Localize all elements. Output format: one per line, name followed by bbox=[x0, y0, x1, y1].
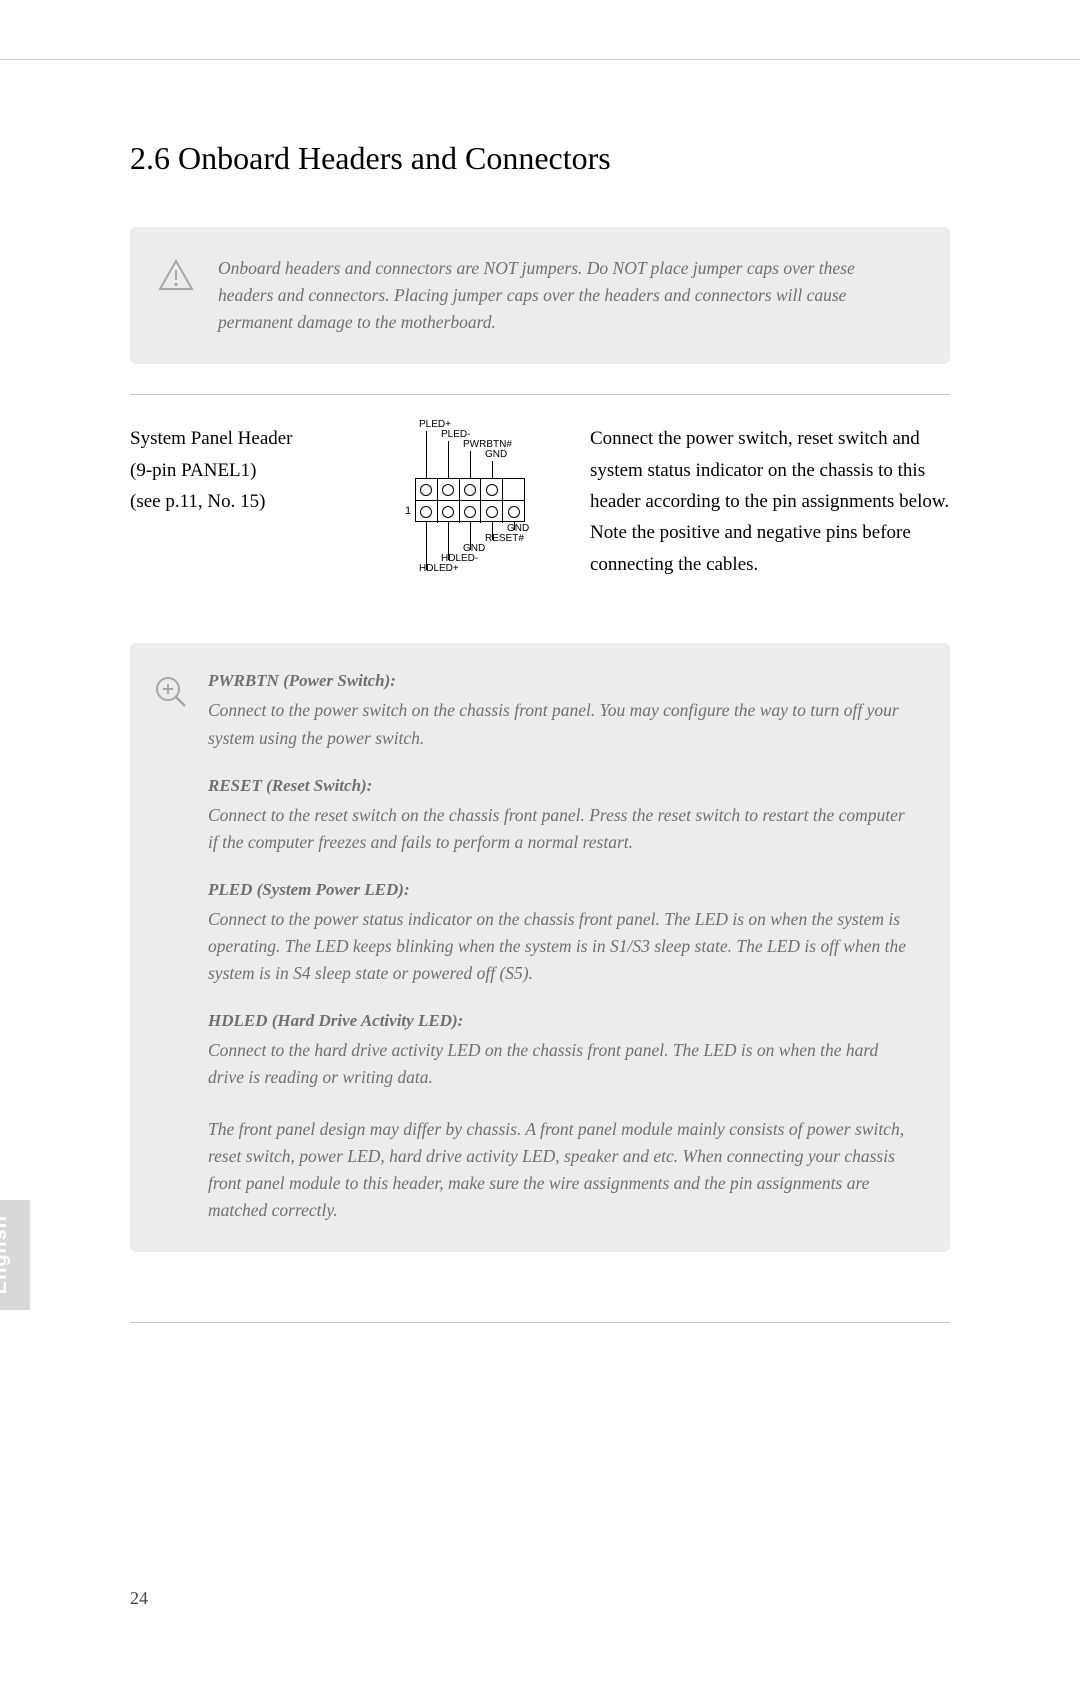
top-rule bbox=[0, 0, 1080, 60]
page-number: 24 bbox=[130, 1588, 148, 1609]
header-title: System Panel Header bbox=[130, 423, 350, 454]
header-ref: (see p.11, No. 15) bbox=[130, 486, 350, 517]
bottom-divider bbox=[130, 1322, 950, 1323]
page-content: 2.6 Onboard Headers and Connectors Onboa… bbox=[0, 140, 1080, 1699]
def-desc: Connect to the hard drive activity LED o… bbox=[208, 1037, 914, 1091]
def-term: RESET (Reset Switch): bbox=[208, 776, 914, 796]
section-heading: 2.6 Onboard Headers and Connectors bbox=[130, 140, 950, 177]
pin-diagram: PLED+ PLED- PWRBTN# GND GND RESET# GND H… bbox=[370, 423, 570, 603]
warning-icon bbox=[158, 259, 194, 296]
pin1-label: 1 bbox=[405, 505, 411, 517]
def-term: PLED (System Power LED): bbox=[208, 880, 914, 900]
header-block: System Panel Header (9-pin PANEL1) (see … bbox=[130, 423, 950, 603]
def-desc: Connect to the power status indicator on… bbox=[208, 906, 914, 987]
language-label: English bbox=[0, 1215, 12, 1294]
pin-label-hdled-plus: HDLED+ bbox=[419, 563, 459, 574]
divider bbox=[130, 394, 950, 395]
header-left: System Panel Header (9-pin PANEL1) (see … bbox=[130, 423, 350, 603]
language-tab: English bbox=[0, 1200, 30, 1310]
magnify-plus-icon bbox=[154, 675, 188, 714]
header-subtitle: (9-pin PANEL1) bbox=[130, 455, 350, 486]
def-desc: Connect to the power switch on the chass… bbox=[208, 697, 914, 751]
def-term: PWRBTN (Power Switch): bbox=[208, 671, 914, 691]
warning-text: Onboard headers and connectors are NOT j… bbox=[218, 255, 914, 336]
warning-box: Onboard headers and connectors are NOT j… bbox=[130, 227, 950, 364]
pin-label-reset: RESET# bbox=[485, 533, 524, 544]
footer-note: The front panel design may differ by cha… bbox=[208, 1116, 914, 1225]
header-body: Connect the power switch, reset switch a… bbox=[590, 423, 950, 603]
definitions-body: PWRBTN (Power Switch): Connect to the po… bbox=[208, 671, 914, 1224]
def-desc: Connect to the reset switch on the chass… bbox=[208, 802, 914, 856]
def-term: HDLED (Hard Drive Activity LED): bbox=[208, 1011, 914, 1031]
definitions-box: PWRBTN (Power Switch): Connect to the po… bbox=[130, 643, 950, 1252]
pin-label-gnd-top: GND bbox=[485, 449, 507, 460]
